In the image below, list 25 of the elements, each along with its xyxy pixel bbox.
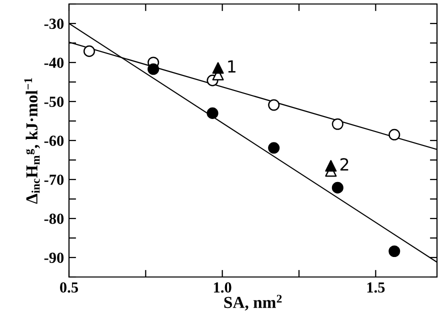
- y-axis-title: Δ$_{inc}$H$_{m}$$^{g}$, kJ·mol$^{−1}$: [24, 78, 40, 204]
- y-tick-label: -30: [44, 18, 64, 29]
- x-tick-label: 0.5: [60, 282, 78, 293]
- point: [388, 245, 400, 258]
- y-tick-label: -60: [44, 136, 64, 146]
- point: [388, 128, 400, 140]
- y-tick-label: -70: [44, 174, 64, 185]
- x-tick-label: 1.0: [214, 282, 232, 293]
- y-tick-label: -50: [44, 96, 64, 107]
- point: [206, 107, 218, 119]
- point: [148, 63, 160, 75]
- point: [212, 62, 224, 74]
- y-tick-label: -80: [44, 214, 64, 224]
- y-tick-label: -40: [44, 58, 64, 68]
- x-axis-title: SA, nm$^{2}$: [224, 294, 282, 310]
- point: [268, 142, 280, 154]
- annotation: 2: [340, 158, 348, 170]
- y-tick-label: -90: [44, 252, 64, 263]
- annotation: 1: [228, 60, 236, 73]
- point: [268, 99, 280, 111]
- x-tick-label: 1.5: [367, 282, 385, 293]
- point: [332, 118, 344, 130]
- point: [325, 160, 337, 172]
- point: [83, 45, 96, 57]
- point: [332, 182, 344, 194]
